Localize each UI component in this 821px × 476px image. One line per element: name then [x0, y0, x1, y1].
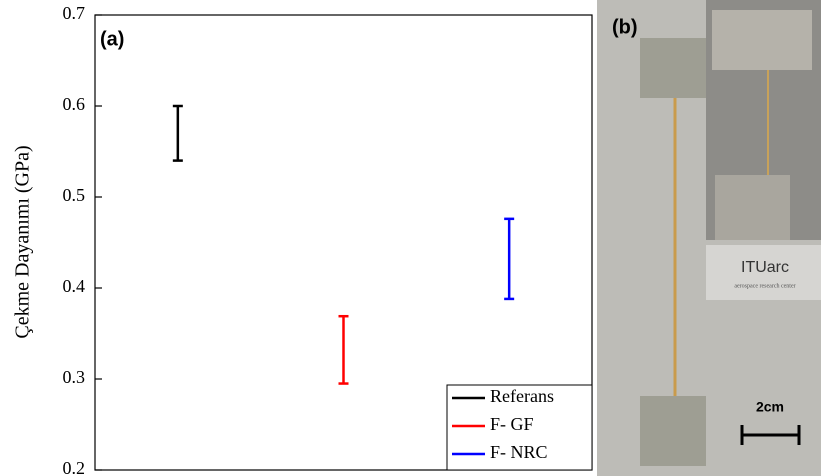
y-tick-label: 0.7: [63, 3, 86, 23]
legend-label: Referans: [490, 386, 554, 406]
logo-subtitle: aerospace research center: [734, 283, 795, 289]
y-axis-label: Çekme Dayanımı (GPa): [12, 145, 34, 338]
y-tick-label: 0.4: [63, 276, 86, 296]
y-tick-label: 0.6: [63, 94, 86, 114]
legend-label: F- NRC: [490, 442, 548, 462]
figure: (a) Çekme Dayanımı (GPa) ITUarc aerospac…: [0, 0, 821, 476]
y-tick-label: 0.2: [63, 458, 86, 476]
y-tick-label: 0.3: [63, 367, 86, 387]
legend-label: F- GF: [490, 414, 534, 434]
scale-label: 2cm: [756, 399, 784, 415]
photo: ITUarc aerospace research center (b) 2cm: [597, 0, 821, 476]
logo: ITUarc: [741, 259, 789, 276]
panel-label: (a): [100, 28, 124, 50]
y-tick-label: 0.5: [63, 185, 86, 205]
panel-label: (b): [612, 16, 638, 38]
